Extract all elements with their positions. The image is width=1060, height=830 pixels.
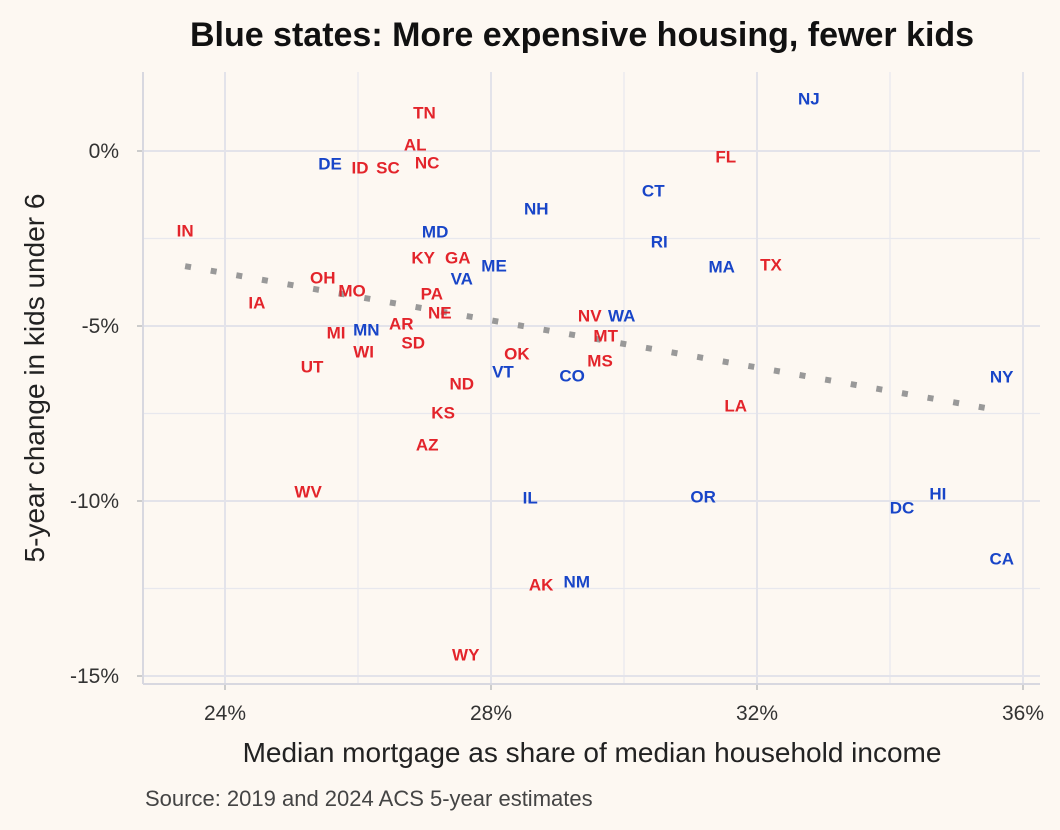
point-label-al: AL <box>404 136 427 155</box>
point-label-or: OR <box>690 488 716 507</box>
y-tick-label: 0% <box>89 140 119 163</box>
point-label-ky: KY <box>411 249 435 268</box>
point-label-ut: UT <box>301 357 324 376</box>
point-label-ri: RI <box>651 233 668 252</box>
point-label-me: ME <box>481 257 507 276</box>
point-label-nm: NM <box>564 572 590 591</box>
point-label-ct: CT <box>642 181 665 200</box>
point-label-nv: NV <box>578 307 602 326</box>
point-label-fl: FL <box>715 147 736 166</box>
point-label-nc: NC <box>415 153 440 172</box>
gridlines <box>143 72 1040 684</box>
point-label-wi: WI <box>353 342 374 361</box>
y-tick-label: -10% <box>70 490 119 513</box>
point-label-wa: WA <box>608 307 635 326</box>
point-label-md: MD <box>422 222 448 241</box>
x-tick-label: 24% <box>204 702 246 725</box>
point-label-ga: GA <box>445 248 471 267</box>
point-label-ar: AR <box>389 314 414 333</box>
point-label-sd: SD <box>401 334 425 353</box>
point-label-nd: ND <box>449 375 474 394</box>
x-tick-label: 36% <box>1002 702 1044 725</box>
point-label-de: DE <box>318 154 342 173</box>
point-label-pa: PA <box>421 285 443 304</box>
point-label-hi: HI <box>929 485 946 504</box>
point-label-nj: NJ <box>798 89 820 108</box>
point-label-oh: OH <box>310 269 336 288</box>
point-label-mi: MI <box>327 324 346 343</box>
point-label-in: IN <box>177 222 194 241</box>
x-axis-label: Median mortgage as share of median house… <box>243 737 942 768</box>
point-label-wv: WV <box>294 482 322 501</box>
point-label-il: IL <box>523 488 538 507</box>
point-label-dc: DC <box>890 499 915 518</box>
x-tick-label: 32% <box>736 702 778 725</box>
point-label-sc: SC <box>376 159 400 178</box>
point-label-ms: MS <box>587 352 613 371</box>
source-caption: Source: 2019 and 2024 ACS 5-year estimat… <box>145 786 593 811</box>
point-label-ne: NE <box>428 304 452 323</box>
point-label-mo: MO <box>338 282 365 301</box>
point-label-id: ID <box>352 159 369 178</box>
point-label-ak: AK <box>529 576 554 595</box>
point-label-ma: MA <box>709 257 735 276</box>
y-tick-label: -5% <box>82 315 119 338</box>
point-label-ca: CA <box>989 550 1014 569</box>
point-label-wy: WY <box>452 646 480 665</box>
point-label-tn: TN <box>413 103 436 122</box>
point-label-az: AZ <box>416 436 439 455</box>
y-axis-label: 5-year change in kids under 6 <box>19 194 50 563</box>
point-label-mn: MN <box>353 320 379 339</box>
point-label-co: CO <box>559 367 585 386</box>
point-label-vt: VT <box>492 362 514 381</box>
point-label-ny: NY <box>990 368 1014 387</box>
axes: 24% 28% 32% 36% 0% -5% -10% -15% <box>70 72 1044 725</box>
point-label-ok: OK <box>504 345 530 364</box>
y-tick-label: -15% <box>70 665 119 688</box>
point-label-nh: NH <box>524 200 549 219</box>
point-label-ks: KS <box>431 404 455 423</box>
point-label-la: LA <box>724 397 747 416</box>
point-label-tx: TX <box>760 256 782 275</box>
point-label-mt: MT <box>593 327 618 346</box>
chart-title: Blue states: More expensive housing, few… <box>190 16 974 54</box>
point-label-ia: IA <box>248 293 265 312</box>
point-label-va: VA <box>451 269 473 288</box>
x-tick-label: 28% <box>470 702 512 725</box>
